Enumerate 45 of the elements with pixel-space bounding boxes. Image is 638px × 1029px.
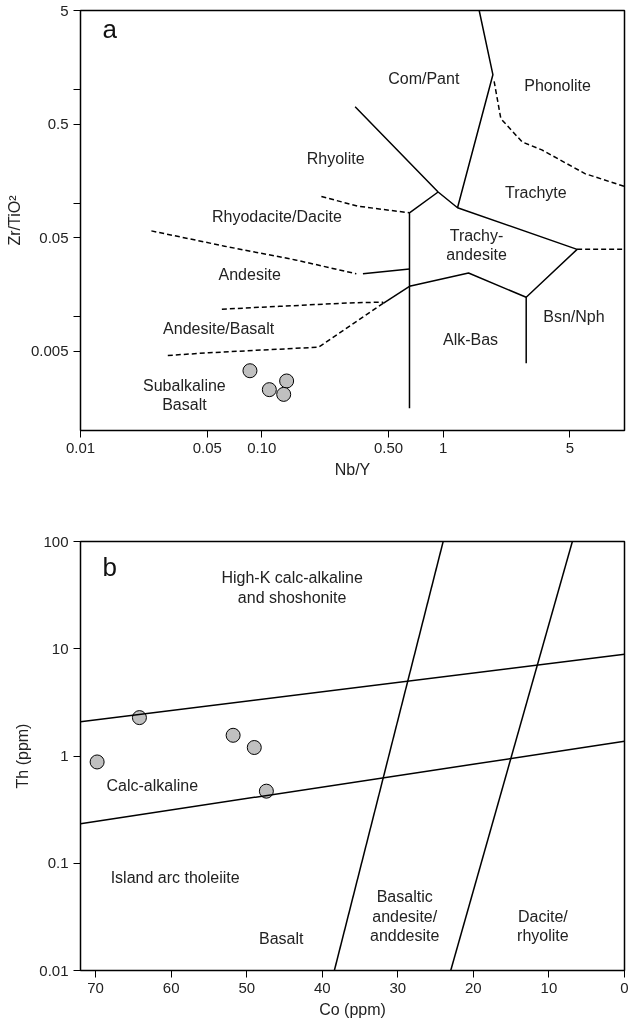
annotation: Alk-Bas xyxy=(442,331,499,349)
annotation: Dacite/ rhyolite xyxy=(517,907,569,945)
y-tick-label: 0.5 xyxy=(47,115,69,133)
x-tick-label: 5 xyxy=(565,438,575,456)
y-tick-label: 10 xyxy=(51,639,69,657)
x-axis-title: Co (ppm) xyxy=(319,1000,386,1018)
annotation: Phonolite xyxy=(524,76,592,94)
y-tick-label: 0.05 xyxy=(39,228,69,246)
annotation: Basaltic andesite/ anddesite xyxy=(370,888,440,945)
annotation: Trachyte xyxy=(505,184,567,202)
x-tick-label: 40 xyxy=(313,978,331,996)
y-axis-title: Zr/TiO² xyxy=(5,194,23,246)
annotation: Com/Pant xyxy=(388,70,460,88)
annotation: High-K calc-alkaline and shoshonite xyxy=(221,569,363,606)
annotation: Island arc tholeiite xyxy=(110,869,240,887)
x-tick-label: 0.05 xyxy=(192,438,222,456)
annotation: Calc-alkaline xyxy=(106,777,199,795)
annotation: Rhyolite xyxy=(306,150,365,167)
annotation: Andesite xyxy=(218,265,281,283)
y-tick-label: 0.005 xyxy=(30,342,69,360)
x-tick-label: 50 xyxy=(238,978,256,996)
annotation: Bsn/Nph xyxy=(543,307,605,325)
x-tick-label: 0.50 xyxy=(373,438,404,456)
x-tick-label: 0.10 xyxy=(247,438,277,456)
annotation: Basalt xyxy=(259,929,305,947)
y-tick-label: 0.1 xyxy=(47,854,69,872)
x-axis-title: Nb/Y xyxy=(334,460,371,478)
y-tick-label: 100 xyxy=(43,532,69,550)
annotation: Rhyodacite/Dacite xyxy=(211,208,342,226)
x-tick-label: 1 xyxy=(439,438,448,456)
chart-title: a xyxy=(102,13,118,44)
x-tick-label: 0 xyxy=(620,978,629,996)
x-tick-label: 30 xyxy=(389,978,407,996)
y-axis-title: Th (ppm) xyxy=(14,723,32,789)
chart-title: b xyxy=(102,551,117,582)
x-tick-label: 20 xyxy=(465,978,482,996)
y-tick-label: 1 xyxy=(60,747,69,764)
annotation: Subalkaline Basalt xyxy=(143,376,226,414)
x-tick-label: 60 xyxy=(162,978,180,996)
x-tick-label: 70 xyxy=(87,978,104,996)
x-tick-label: 10 xyxy=(540,978,558,996)
y-tick-label: 5 xyxy=(60,1,69,19)
y-tick-label: 0.01 xyxy=(39,961,69,979)
annotation: Trachy- andesite xyxy=(446,226,507,264)
annotation: Andesite/Basalt xyxy=(163,319,275,337)
